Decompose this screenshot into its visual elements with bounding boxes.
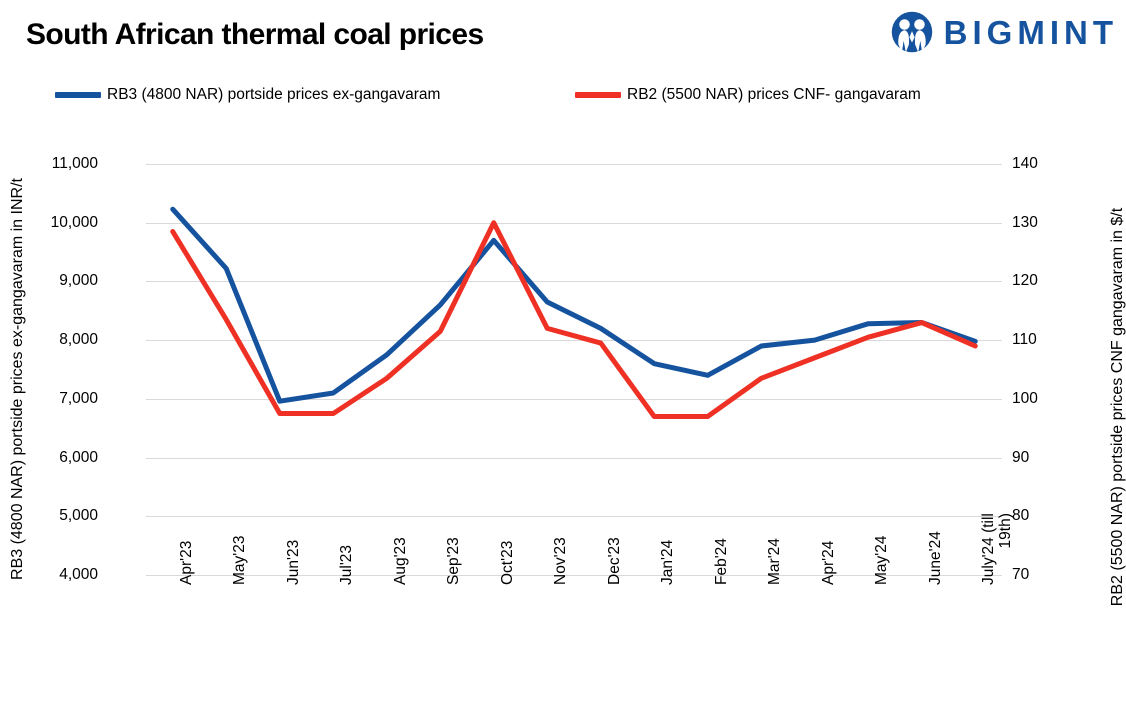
- axis-tick-label: 4,000: [59, 566, 98, 583]
- gridline: [146, 575, 1002, 576]
- gridline: [146, 516, 1002, 518]
- gridline: [146, 398, 1002, 400]
- gridline: [146, 457, 1002, 459]
- bigmint-wordmark: BIGMINT: [943, 13, 1118, 51]
- axis-tick-label: 6,000: [59, 448, 98, 466]
- x-axis-tick-label: Mar'24: [766, 538, 784, 585]
- x-axis-tick-label: Jun'23: [284, 539, 302, 585]
- x-axis-tick-label: Feb'24: [712, 538, 730, 585]
- legend-label-rb2: RB2 (5500 NAR) prices CNF- gangavaram: [627, 86, 921, 103]
- axis-tick-label: 130: [1012, 213, 1038, 231]
- x-axis-tick-label: Aug'23: [391, 537, 409, 585]
- bigmint-logo: BIGMINT: [890, 8, 1118, 56]
- x-axis-tick-label: Apr'23: [177, 540, 195, 585]
- legend-item-rb3[interactable]: RB3 (4800 NAR) portside prices ex-gangav…: [55, 86, 440, 104]
- x-axis-tick-label: May'23: [231, 535, 249, 585]
- x-axis-tick-label: Apr'24: [819, 540, 837, 585]
- x-axis-tick-label: Jul'23: [338, 544, 356, 585]
- legend-label-rb3: RB3 (4800 NAR) portside prices ex-gangav…: [107, 86, 441, 103]
- axis-tick-label: 7,000: [59, 389, 98, 407]
- axis-tick-label: 120: [1012, 272, 1038, 290]
- gridline: [146, 340, 1002, 342]
- x-axis-tick-label: June'24: [926, 531, 944, 585]
- axis-tick-label: 70: [1012, 566, 1030, 583]
- x-axis-tick-label: Sep'23: [445, 537, 463, 585]
- x-axis-tick-label: July'24 (till 19th): [980, 513, 1014, 585]
- axis-tick-label: 80: [1012, 507, 1030, 525]
- gridline: [146, 164, 1002, 165]
- x-axis-tick-label: Dec'23: [605, 537, 623, 585]
- axis-tick-label: 9,000: [59, 272, 98, 290]
- series-line-rb2: [170, 220, 978, 419]
- x-axis-tick-label: Nov'23: [552, 537, 570, 585]
- axis-tick-label: 140: [1012, 155, 1038, 172]
- x-axis-tick-label: Oct'23: [498, 540, 516, 585]
- bigmint-mark-icon: [891, 11, 932, 53]
- x-axis-tick-label: May'24: [873, 535, 891, 585]
- axis-tick-label: 100: [1012, 389, 1038, 407]
- legend-item-rb2[interactable]: RB2 (5500 NAR) prices CNF- gangavaram: [575, 86, 921, 104]
- y-axis-left-title: RB3 (4800 NAR) portside prices ex-gangav…: [9, 178, 26, 580]
- y-axis-right-title: RB2 (5500 NAR) portside prices CNF ganga…: [1109, 207, 1126, 607]
- axis-tick-label: 110: [1012, 331, 1037, 349]
- chart-legend: RB3 (4800 NAR) portside prices ex-gangav…: [0, 86, 1126, 116]
- gridline: [146, 281, 1002, 283]
- x-axis-tick-label: Jan'24: [659, 539, 677, 585]
- axis-tick-label: 5,000: [59, 507, 98, 525]
- line-swatch-icon: [55, 92, 101, 98]
- series-line-rb3: [170, 206, 978, 404]
- plot-area: [146, 164, 1002, 576]
- chart-header: South African thermal coal prices BIGMIN…: [0, 0, 1126, 74]
- series-lines: [170, 206, 978, 419]
- gridline: [146, 222, 1002, 224]
- axis-tick-label: 10,000: [50, 213, 98, 231]
- axis-tick-label: 8,000: [59, 331, 98, 349]
- line-swatch-icon: [575, 92, 621, 98]
- page-title: South African thermal coal prices: [26, 18, 484, 51]
- axis-tick-label: 11,000: [51, 155, 98, 172]
- axis-tick-label: 90: [1012, 448, 1030, 466]
